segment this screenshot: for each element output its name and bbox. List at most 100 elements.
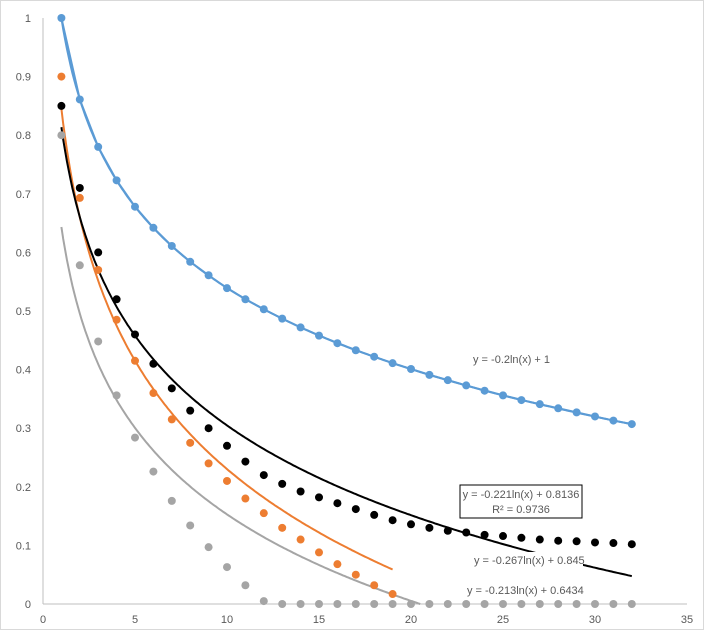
data-point-black bbox=[407, 520, 415, 529]
data-point-gray bbox=[94, 337, 103, 346]
data-point-orange bbox=[351, 570, 360, 579]
data-point-blue bbox=[75, 95, 84, 104]
data-point-orange bbox=[186, 438, 195, 447]
data-point-gray bbox=[296, 600, 305, 608]
y-tick-label: 0.7 bbox=[16, 189, 31, 201]
data-point-blue bbox=[278, 314, 287, 323]
data-point-gray bbox=[57, 131, 66, 140]
data-point-orange bbox=[149, 389, 158, 398]
y-tick-label: 1 bbox=[25, 13, 31, 25]
data-point-gray bbox=[259, 597, 268, 606]
data-point-blue bbox=[609, 416, 618, 425]
data-point-black bbox=[223, 441, 231, 450]
y-tick-label: 0.3 bbox=[16, 423, 31, 435]
x-tick-label: 25 bbox=[497, 614, 509, 626]
data-point-black bbox=[517, 533, 526, 542]
data-point-black bbox=[94, 248, 103, 257]
data-point-gray bbox=[554, 600, 563, 608]
data-point-black bbox=[443, 526, 452, 535]
x-tick-label: 15 bbox=[313, 614, 325, 626]
data-point-gray bbox=[278, 600, 287, 608]
data-point-gray bbox=[627, 600, 636, 608]
data-point-black bbox=[57, 101, 66, 110]
data-point-black bbox=[591, 538, 599, 547]
data-point-blue bbox=[131, 202, 139, 211]
x-tick-label: 5 bbox=[132, 614, 138, 626]
data-point-orange bbox=[333, 560, 342, 569]
trendline-label-blue: y = -0.2ln(x) + 1 bbox=[473, 354, 550, 366]
data-point-gray bbox=[75, 261, 84, 270]
data-point-orange bbox=[388, 590, 397, 599]
data-point-orange bbox=[131, 356, 139, 365]
x-tick-label: 20 bbox=[405, 614, 417, 626]
data-point-black bbox=[278, 479, 287, 488]
data-point-blue bbox=[517, 396, 526, 405]
data-point-blue bbox=[259, 305, 268, 314]
data-point-gray bbox=[443, 600, 452, 608]
data-point-gray bbox=[186, 521, 195, 530]
data-point-orange bbox=[278, 523, 287, 532]
x-tick-label: 35 bbox=[681, 614, 693, 626]
data-point-gray bbox=[149, 467, 158, 476]
data-point-gray bbox=[112, 391, 121, 400]
data-point-black bbox=[627, 540, 636, 549]
y-tick-label: 0.1 bbox=[16, 540, 31, 552]
data-point-black bbox=[572, 537, 581, 546]
data-point-gray bbox=[535, 600, 544, 608]
data-point-blue bbox=[94, 142, 103, 151]
data-point-blue bbox=[204, 271, 213, 280]
data-point-gray bbox=[333, 600, 342, 608]
data-point-blue bbox=[315, 331, 323, 340]
data-point-black bbox=[351, 505, 360, 514]
data-point-black bbox=[112, 295, 121, 304]
r-squared-label-black: R² = 0.9736 bbox=[492, 504, 550, 516]
y-tick-label: 0 bbox=[25, 599, 31, 611]
data-point-blue bbox=[167, 241, 176, 250]
data-point-black bbox=[186, 406, 195, 415]
data-point-blue bbox=[241, 295, 250, 304]
data-point-blue bbox=[223, 284, 231, 293]
data-point-blue bbox=[333, 339, 342, 348]
data-point-black bbox=[315, 493, 323, 502]
data-point-orange bbox=[296, 535, 305, 544]
x-tick-label: 0 bbox=[40, 614, 46, 626]
data-point-blue bbox=[149, 223, 158, 232]
data-point-black bbox=[167, 384, 176, 393]
data-point-gray bbox=[388, 600, 397, 608]
data-point-gray bbox=[462, 600, 471, 608]
data-point-black bbox=[462, 528, 471, 537]
y-tick-label: 0.9 bbox=[16, 72, 31, 84]
data-point-blue bbox=[535, 400, 544, 409]
data-point-blue bbox=[112, 176, 121, 185]
data-point-orange bbox=[315, 548, 323, 557]
data-point-black bbox=[131, 330, 139, 339]
data-point-blue bbox=[407, 365, 415, 374]
data-point-blue bbox=[370, 352, 379, 361]
data-point-blue bbox=[425, 370, 434, 379]
data-point-blue bbox=[351, 346, 360, 355]
data-point-blue bbox=[499, 391, 507, 400]
data-point-orange bbox=[167, 415, 176, 424]
data-point-blue bbox=[186, 257, 195, 266]
data-point-orange bbox=[75, 193, 84, 202]
x-tick-label: 30 bbox=[589, 614, 601, 626]
data-point-gray bbox=[480, 600, 489, 608]
trendline-label-gray: y = -0.213ln(x) + 0.6434 bbox=[467, 585, 584, 597]
data-point-orange bbox=[223, 476, 231, 485]
data-point-gray bbox=[315, 600, 323, 608]
data-point-black bbox=[609, 539, 618, 548]
data-point-gray bbox=[407, 600, 415, 608]
data-point-orange bbox=[204, 459, 213, 468]
y-tick-label: 0.6 bbox=[16, 247, 31, 259]
data-point-gray bbox=[591, 600, 599, 608]
data-point-gray bbox=[241, 581, 250, 590]
data-point-black bbox=[296, 487, 305, 496]
data-point-gray bbox=[609, 600, 618, 608]
y-tick-label: 0.4 bbox=[16, 365, 31, 377]
data-point-gray bbox=[131, 433, 139, 442]
data-point-black bbox=[204, 424, 213, 433]
y-tick-label: 0.8 bbox=[16, 130, 31, 142]
data-point-blue bbox=[462, 381, 471, 390]
